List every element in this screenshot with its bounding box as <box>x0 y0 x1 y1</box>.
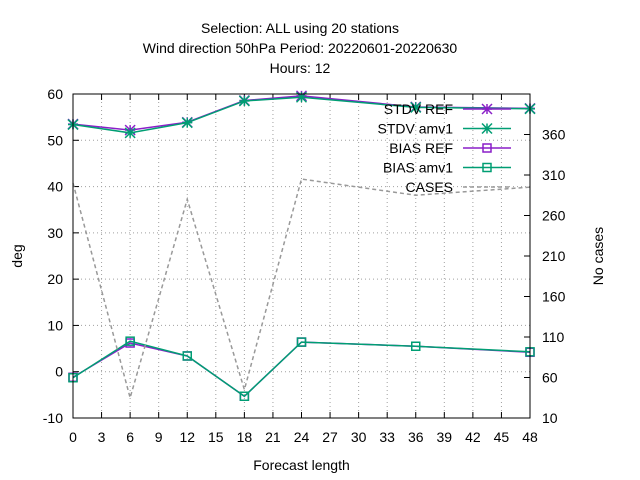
y2-tick-label: 360 <box>542 127 566 143</box>
x-tick-label: 0 <box>69 429 77 445</box>
legend-marker <box>482 162 492 173</box>
series-stdv-amv1 <box>67 91 536 139</box>
data-point <box>411 341 421 352</box>
series <box>67 90 536 401</box>
y2-tick-label: 260 <box>542 208 566 224</box>
legend-label: BIAS REF <box>389 140 453 156</box>
data-point <box>296 337 307 347</box>
y-tick-label: -10 <box>43 410 63 426</box>
title-line: Hours: 12 <box>270 60 331 76</box>
star-stroke <box>481 122 493 135</box>
x-tick-label: 30 <box>351 429 367 445</box>
x-tick-label: 24 <box>294 429 310 445</box>
x-tick-label: 21 <box>265 429 281 445</box>
x-tick-label: 6 <box>126 429 134 445</box>
legend-item: STDV amv1 <box>378 121 511 137</box>
star-stroke <box>410 101 422 113</box>
x-tick-label: 33 <box>379 429 395 445</box>
y-tick-label: 20 <box>47 271 63 287</box>
legend-label: STDV amv1 <box>378 121 454 137</box>
chart-title: Selection: ALL using 20 stations Wind dir… <box>143 20 458 76</box>
x-tick-label: 48 <box>522 429 538 445</box>
data-point <box>181 117 193 129</box>
title-line: Wind direction 50hPa Period: 20220601-20… <box>143 40 458 56</box>
legend: STDV REF STDV amv1 BIAS REF BIAS amv1 CASES <box>378 101 511 195</box>
legend-marker <box>482 143 492 153</box>
legend-label: BIAS amv1 <box>383 160 453 176</box>
title-line: Selection: ALL using 20 stations <box>201 20 399 36</box>
series-cases <box>72 178 531 401</box>
data-point <box>410 101 422 113</box>
y2-tick-label: 310 <box>542 167 566 183</box>
legend-item: BIAS REF <box>389 140 511 156</box>
star-stroke <box>181 117 193 129</box>
legend-marker <box>481 122 493 135</box>
y2-tick-label: 60 <box>542 370 558 386</box>
y-axis-label: deg <box>9 244 25 267</box>
legend-item: STDV REF <box>384 101 511 117</box>
legend-label: STDV REF <box>384 101 453 117</box>
data-point <box>238 95 250 107</box>
x-tick-label: 27 <box>322 429 338 445</box>
data-point <box>239 391 250 401</box>
y-tick-label: 0 <box>55 364 63 380</box>
legend-marker <box>481 103 493 115</box>
y-tick-label: 30 <box>47 225 63 241</box>
data-point <box>182 351 192 361</box>
x-tick-label: 45 <box>494 429 510 445</box>
legend-item: CASES <box>406 179 511 195</box>
data-point <box>124 127 136 139</box>
x-tick-label: 39 <box>437 429 453 445</box>
y2-tick-label: 10 <box>542 410 558 426</box>
star-stroke <box>124 127 136 139</box>
x-axis-ticks: 0 3 6 9 12 15 18 21 24 27 30 33 36 39 42 45 48 <box>69 94 538 445</box>
y-tick-label: 10 <box>47 317 63 333</box>
series-line <box>72 178 531 401</box>
y-tick-label: 40 <box>47 179 63 195</box>
y2-axis-label: No cases <box>590 227 606 285</box>
x-tick-label: 18 <box>237 429 253 445</box>
y-axis-ticks: -10 0 10 20 30 40 50 60 <box>43 86 79 426</box>
y2-tick-label: 110 <box>542 329 565 345</box>
star-stroke <box>481 103 493 115</box>
x-tick-label: 9 <box>155 429 163 445</box>
grid <box>73 94 530 418</box>
x-tick-label: 42 <box>465 429 481 445</box>
x-tick-label: 3 <box>98 429 106 445</box>
x-tick-label: 36 <box>408 429 424 445</box>
x-axis-label: Forecast length <box>253 457 350 473</box>
y-tick-label: 60 <box>47 86 63 102</box>
star-stroke <box>238 95 250 107</box>
x-tick-label: 15 <box>208 429 224 445</box>
series-line <box>72 340 531 398</box>
legend-label: CASES <box>406 179 453 195</box>
y2-axis-ticks: 10 60 110 160 210 260 310 360 <box>524 127 566 426</box>
plot-frame <box>72 93 531 419</box>
y2-tick-label: 160 <box>542 289 566 305</box>
y2-tick-label: 210 <box>542 248 566 264</box>
data-point <box>125 336 135 346</box>
x-tick-label: 12 <box>179 429 195 445</box>
legend-item: BIAS amv1 <box>383 160 511 176</box>
y-tick-label: 50 <box>47 132 63 148</box>
